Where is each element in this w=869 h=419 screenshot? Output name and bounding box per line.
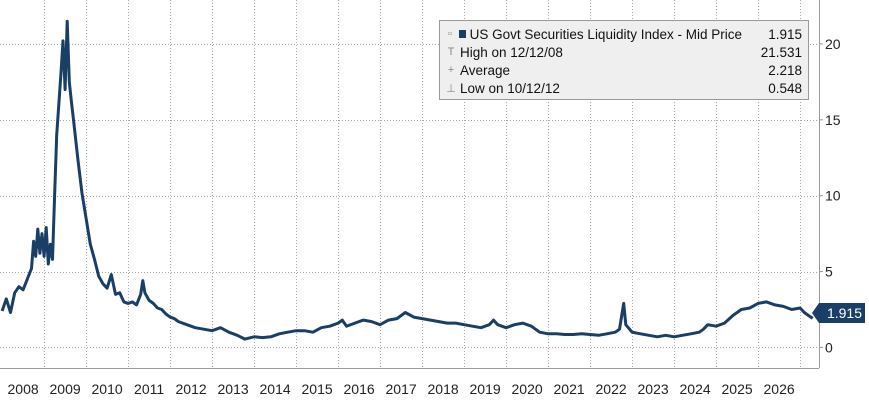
legend-marker-icon: ▫ — [447, 28, 452, 40]
x-tick-label: 2022 — [596, 381, 627, 397]
series-group — [0, 19, 814, 341]
legend-row-low: ⊥ Low on 10/12/12 0.548 — [444, 79, 802, 97]
x-tick-label: 2025 — [722, 381, 753, 397]
legend-low-label: Low on 10/12/12 — [460, 80, 560, 96]
x-tick-label: 2019 — [470, 381, 501, 397]
legend-row-high: T High on 12/12/08 21.531 — [444, 43, 802, 61]
x-tick-label: 2017 — [386, 381, 417, 397]
y-tick-label: 10 — [825, 188, 841, 204]
legend: ▫ US Govt Securities Liquidity Index - M… — [439, 20, 809, 100]
legend-average-label: Average — [460, 62, 511, 78]
x-tick-label: 2020 — [512, 381, 543, 397]
legend-average-value: 2.218 — [768, 62, 802, 78]
legend-high-label: High on 12/12/08 — [460, 44, 563, 60]
series-line — [0, 19, 814, 341]
x-tick-label: 2026 — [764, 381, 795, 397]
low-marker-icon: ⊥ — [446, 82, 456, 95]
x-tick-label: 2016 — [344, 381, 375, 397]
x-tick-label: 2010 — [92, 381, 123, 397]
x-tick-label: 2021 — [554, 381, 585, 397]
x-tick-label: 2011 — [134, 381, 164, 397]
x-tick-label: 2015 — [302, 381, 333, 397]
last-value-tag: 1.915 — [812, 303, 865, 323]
y-tick-label: 20 — [825, 36, 841, 52]
x-tick-label: 2012 — [176, 381, 207, 397]
x-tick-label: 2023 — [638, 381, 669, 397]
x-tick-label: 2008 — [8, 381, 39, 397]
y-tick-label: 0 — [825, 339, 833, 355]
y-tick-label: 15 — [825, 112, 841, 128]
legend-row-average: + Average 2.218 — [444, 61, 802, 79]
legend-series-value: 1.915 — [768, 26, 802, 42]
x-tick-label: 2024 — [680, 381, 711, 397]
high-marker-icon: T — [447, 46, 455, 58]
legend-low-value: 0.548 — [768, 80, 802, 96]
legend-row-series: ▫ US Govt Securities Liquidity Index - M… — [444, 25, 802, 43]
x-tick-label: 2018 — [428, 381, 459, 397]
y-tick-label: 5 — [825, 264, 833, 280]
y-tick-labels: 0 5 10 15 20 — [819, 36, 841, 355]
x-tick-label: 2009 — [50, 381, 81, 397]
legend-high-value: 21.531 — [760, 44, 802, 60]
x-tick-label: 2014 — [260, 381, 291, 397]
series-swatch-icon — [458, 30, 466, 38]
x-tick-labels: 2008 2009 2010 2011 2012 2013 2014 2015 2016 2017… — [8, 381, 795, 397]
x-tick-label: 2013 — [218, 381, 249, 397]
legend-series-name: US Govt Securities Liquidity Index - Mid… — [469, 26, 742, 42]
average-marker-icon: + — [447, 64, 455, 76]
